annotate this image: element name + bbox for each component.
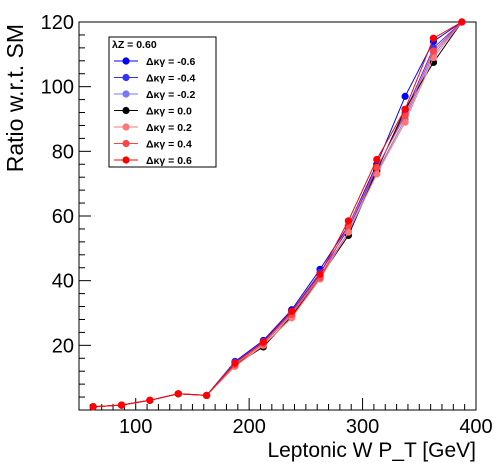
data-point <box>401 112 409 120</box>
legend-label: Δκγ = -0.2 <box>146 89 195 101</box>
legend-marker <box>122 123 130 131</box>
data-point <box>316 270 324 278</box>
data-point <box>344 217 352 225</box>
data-point <box>288 307 296 315</box>
data-point <box>429 34 438 42</box>
y-axis-label: Ratio w.r.t. SM <box>2 24 28 172</box>
x-tick-label: 400 <box>459 416 492 438</box>
data-point <box>259 338 267 346</box>
y-tick-label: 120 <box>41 12 74 34</box>
data-point <box>458 18 466 26</box>
legend-header: λZ = 0.60 <box>112 39 157 51</box>
data-point <box>203 391 211 400</box>
legend-label: Δκγ = 0.6 <box>146 155 192 167</box>
x-axis-label: Leptonic W P_T [GeV] <box>267 439 476 462</box>
legend-label: Δκγ = 0.0 <box>146 106 192 118</box>
y-tick-label: 100 <box>41 77 74 99</box>
y-tick-label: 40 <box>52 271 74 293</box>
legend: λZ = 0.60 Δκγ = -0.6 Δκγ = -0.4 Δκγ = -0.2… <box>108 36 217 168</box>
y-tick-label: 80 <box>52 141 74 163</box>
legend-marker <box>122 139 130 148</box>
legend-marker <box>122 90 130 98</box>
data-point <box>373 170 381 178</box>
data-point <box>373 163 381 172</box>
data-point <box>231 359 239 367</box>
legend-marker <box>122 73 130 82</box>
y-tick-label: 20 <box>52 335 74 357</box>
legend-marker <box>122 156 130 164</box>
data-point <box>89 403 97 411</box>
x-tick-label: 200 <box>232 416 265 438</box>
data-point <box>429 47 438 55</box>
legend-marker <box>122 106 130 115</box>
legend-label: Δκγ = 0.4 <box>146 139 192 151</box>
series-line <box>93 21 463 408</box>
data-point <box>174 390 182 398</box>
x-tick-label: 100 <box>119 416 152 438</box>
legend-marker <box>122 57 130 65</box>
y-axis: 20 40 60 80 100 120 <box>41 12 91 411</box>
y-tick-label: 60 <box>52 206 74 228</box>
x-tick-label: 300 <box>346 416 379 438</box>
data-point <box>146 396 154 404</box>
data-point <box>401 92 409 100</box>
series-group <box>89 18 466 411</box>
x-axis: 100 200 300 400 <box>89 398 493 438</box>
legend-label: Δκγ = -0.6 <box>146 56 195 68</box>
data-point <box>401 118 409 126</box>
legend-label: Δκγ = 0.2 <box>146 122 192 134</box>
data-point <box>344 228 352 236</box>
legend-label: Δκγ = -0.4 <box>146 73 195 85</box>
data-point <box>117 401 126 409</box>
data-point <box>373 155 381 164</box>
data-point <box>401 105 409 113</box>
series-6 <box>89 18 466 411</box>
